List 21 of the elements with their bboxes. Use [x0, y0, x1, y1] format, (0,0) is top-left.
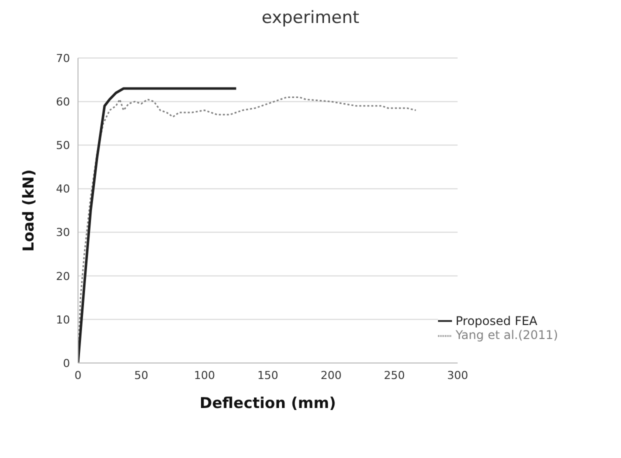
y-tick-label: 0	[63, 356, 70, 370]
x-tick-label: 300	[447, 368, 468, 382]
y-tick-label: 70	[56, 52, 70, 65]
y-tick-label: 10	[56, 313, 70, 326]
x-tick-label: 150	[257, 368, 278, 382]
y-tick-label: 30	[56, 226, 70, 240]
y-tick-label: 20	[56, 270, 70, 283]
x-tick-label: 50	[134, 368, 148, 382]
x-tick-label: 100	[194, 368, 216, 382]
y-axis-title: Load (kN)	[19, 169, 38, 252]
y-tick-label: 40	[56, 182, 70, 196]
chart-title: experiment	[260, 8, 360, 28]
y-tick-label: 50	[56, 139, 70, 152]
line-series	[78, 87, 238, 363]
x-tick-label: 0	[74, 368, 82, 382]
legend-label: Yang et al.(2011)	[456, 328, 558, 342]
x-tick-label: 200	[320, 368, 342, 382]
legend-label: Proposed FEA	[456, 314, 538, 328]
y-tick-label: 60	[56, 95, 70, 108]
x-axis-title: Deflection (mm)	[200, 394, 336, 412]
x-tick-label: 250	[384, 368, 405, 382]
